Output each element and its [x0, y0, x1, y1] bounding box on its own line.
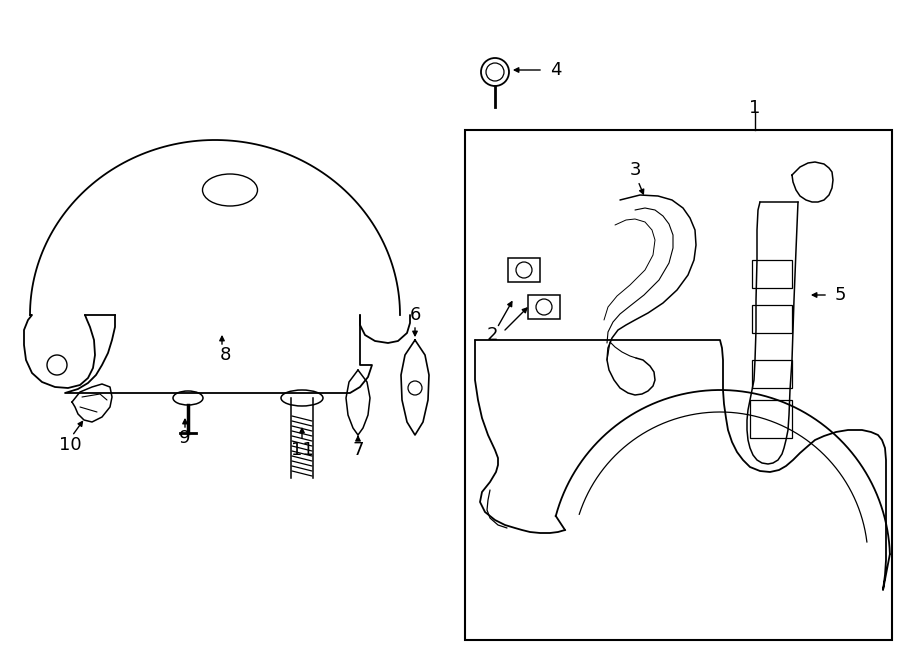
Bar: [528, 295, 560, 319]
Text: 7: 7: [352, 441, 364, 459]
Text: 2: 2: [486, 326, 498, 344]
Text: 8: 8: [220, 346, 230, 364]
Bar: [750, 400, 792, 438]
Text: 5: 5: [834, 286, 846, 304]
Text: 9: 9: [179, 429, 191, 447]
Text: 4: 4: [550, 61, 562, 79]
Text: 10: 10: [58, 436, 81, 454]
Text: 6: 6: [410, 306, 420, 324]
Bar: [752, 360, 792, 388]
Text: 11: 11: [291, 441, 313, 459]
Text: 3: 3: [629, 161, 641, 179]
Text: 1: 1: [750, 99, 760, 117]
Bar: [508, 258, 540, 282]
Bar: [465, 130, 892, 640]
Bar: [752, 260, 792, 288]
Bar: [752, 305, 792, 333]
